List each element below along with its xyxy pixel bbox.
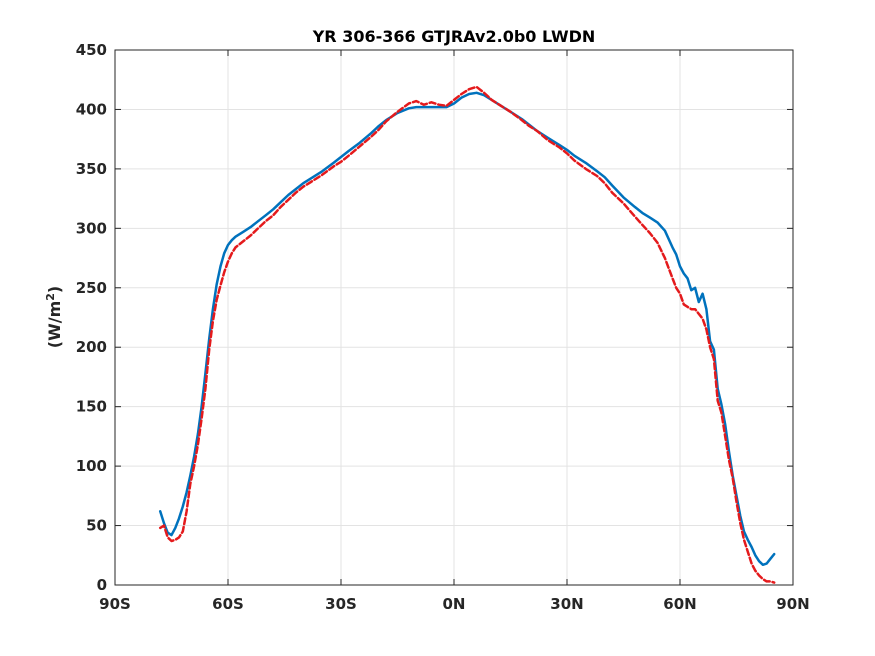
y-tick-label: 300 (76, 219, 107, 237)
y-tick-label: 200 (76, 338, 107, 356)
y-tick-labels: 0 50 100 150 200 250 300 350 400 450 (76, 41, 107, 594)
y-tick-label: 50 (86, 517, 107, 535)
series-group (158, 85, 776, 584)
x-tick-labels: 90S 60S 30S 0N 30N 60N 90N (99, 595, 810, 613)
y-tick-label: 250 (76, 279, 107, 297)
y-tick-label: 400 (76, 100, 107, 118)
y-tick-label: 450 (76, 41, 107, 59)
chart-title: YR 306-366 GTJRAv2.0b0 LWDN (312, 27, 596, 46)
x-tick-label: 30S (325, 595, 357, 613)
x-tick-label: 0N (443, 595, 466, 613)
x-tick-label: 60S (212, 595, 244, 613)
x-tick-label: 60N (663, 595, 696, 613)
y-tick-label: 350 (76, 160, 107, 178)
y-tick-label: 100 (76, 457, 107, 475)
grid (115, 50, 793, 585)
series-line-2 (158, 85, 776, 584)
x-tick-label: 90N (776, 595, 809, 613)
y-tick-label: 150 (76, 398, 107, 416)
ticks (114, 49, 794, 586)
y-axis-label: (W/m2) (44, 286, 65, 348)
y-tick-label: 0 (97, 576, 107, 594)
series-line-1 (158, 91, 776, 567)
x-tick-label: 90S (99, 595, 131, 613)
x-tick-label: 30N (550, 595, 583, 613)
